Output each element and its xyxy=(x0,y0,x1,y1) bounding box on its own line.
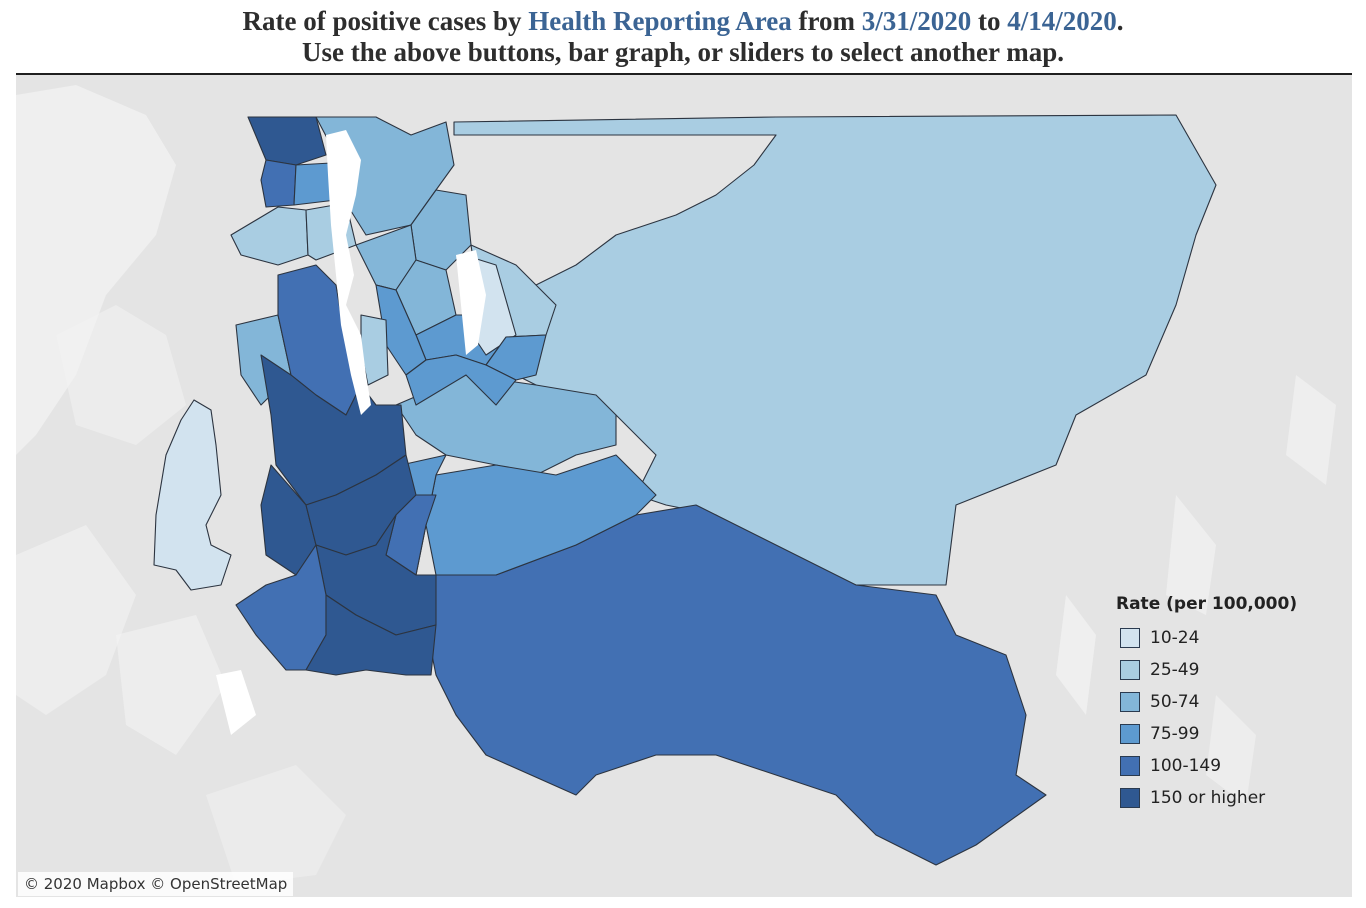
legend-item-2[interactable]: 50-74 xyxy=(1116,686,1316,718)
region-vashon[interactable] xyxy=(153,399,232,591)
region-maple-valley[interactable] xyxy=(425,454,657,576)
region-enumclaw[interactable] xyxy=(415,504,1047,866)
title-line-1: Rate of positive cases by Health Reporti… xyxy=(242,6,1124,36)
legend-swatch xyxy=(1120,756,1140,776)
legend-label: 25-49 xyxy=(1150,660,1200,680)
region-issaquah[interactable] xyxy=(405,354,517,406)
legend-item-3[interactable]: 75-99 xyxy=(1116,718,1316,750)
legend-title: Rate (per 100,000) xyxy=(1116,594,1298,614)
map-legend: Rate (per 100,000) 10-24 25-49 50-74 75-99 1… xyxy=(1116,594,1316,814)
water-bodies xyxy=(216,130,486,735)
basemap xyxy=(16,85,1336,885)
map-svg[interactable] xyxy=(16,75,1352,897)
legend-swatch xyxy=(1120,692,1140,712)
legend-label: 50-74 xyxy=(1150,692,1200,712)
legend-swatch xyxy=(1120,724,1140,744)
header-divider xyxy=(16,73,1352,75)
region-northwest-a[interactable] xyxy=(260,159,297,208)
legend-item-4[interactable]: 100-149 xyxy=(1116,750,1316,782)
legend-swatch xyxy=(1120,628,1140,648)
map-attribution[interactable]: © 2020 Mapbox © OpenStreetMap xyxy=(18,872,294,896)
legend-item-1[interactable]: 25-49 xyxy=(1116,654,1316,686)
health-reporting-areas[interactable] xyxy=(153,114,1217,866)
health-reporting-area-link[interactable]: Health Reporting Area xyxy=(528,6,792,36)
region-snoqualmie[interactable] xyxy=(395,374,617,476)
legend-item-0[interactable]: 10-24 xyxy=(1116,622,1316,654)
legend-label: 150 or higher xyxy=(1150,788,1266,808)
title-line-2: Use the above buttons, bar graph, or sli… xyxy=(302,37,1064,67)
map-header: Rate of positive cases by Health Reporti… xyxy=(0,0,1366,74)
legend-items: 10-24 25-49 50-74 75-99 100-149 150 or higher xyxy=(1116,622,1316,814)
start-date: 3/31/2020 xyxy=(861,6,972,36)
end-date: 4/14/2020 xyxy=(1007,6,1117,36)
region-auburn[interactable] xyxy=(305,594,437,676)
map-canvas[interactable]: Rate (per 100,000) 10-24 25-49 50-74 75-99 1… xyxy=(16,75,1352,897)
region-seattle-south[interactable] xyxy=(260,354,407,506)
region-shoreline-west[interactable] xyxy=(230,206,309,266)
legend-item-5[interactable]: 150 or higher xyxy=(1116,782,1316,814)
legend-label: 100-149 xyxy=(1150,756,1222,776)
legend-label: 75-99 xyxy=(1150,724,1200,744)
region-north-end[interactable] xyxy=(247,116,327,166)
legend-label: 10-24 xyxy=(1150,628,1200,648)
legend-swatch xyxy=(1120,788,1140,808)
legend-swatch xyxy=(1120,660,1140,680)
